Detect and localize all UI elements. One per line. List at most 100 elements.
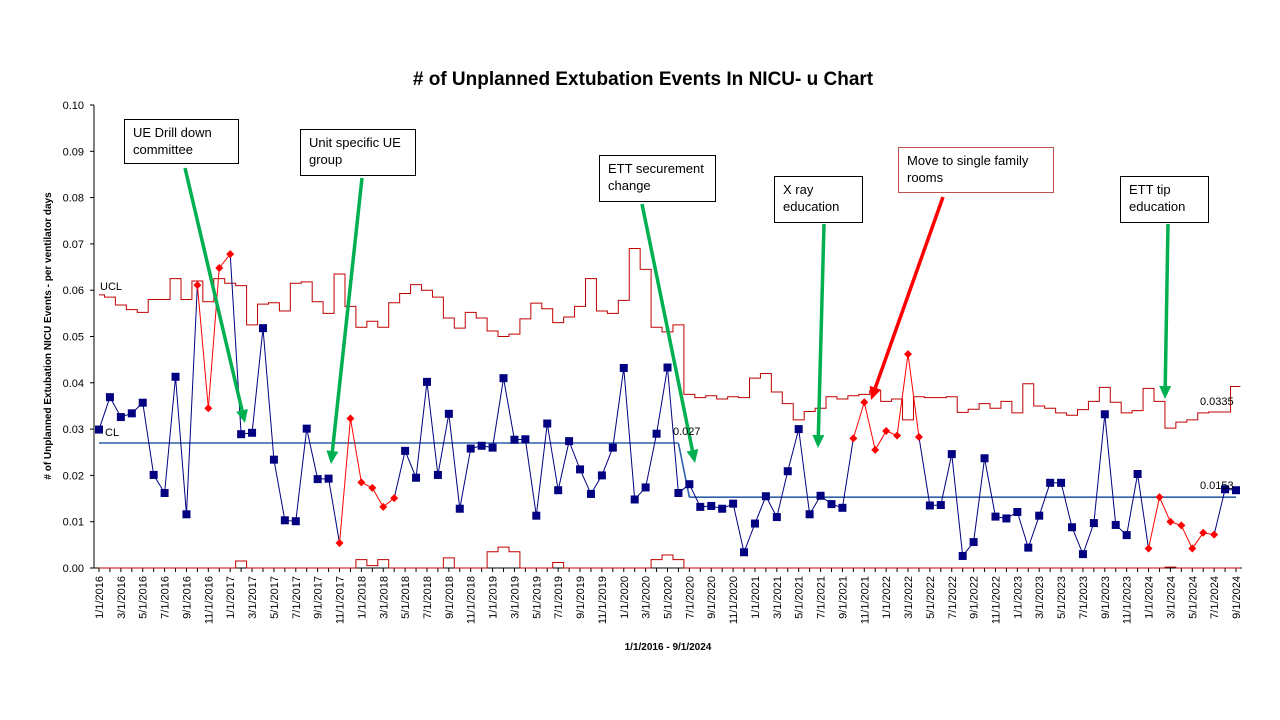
series-segment [645, 433, 658, 488]
data-point [685, 480, 694, 489]
data-point [1057, 478, 1066, 487]
x-tick-label: 9/1/2019 [575, 576, 587, 619]
data-point [991, 512, 1000, 521]
series-segment [371, 487, 384, 508]
series-segment [579, 469, 592, 495]
data-point [1232, 486, 1240, 495]
data-point [105, 393, 114, 402]
series-segment [1027, 515, 1040, 548]
series-segment [185, 285, 198, 515]
data-point [608, 443, 617, 452]
series-segment [667, 367, 679, 494]
series-segment [732, 503, 745, 553]
data-point [248, 428, 257, 437]
x-tick-label: 11/1/2017 [335, 576, 347, 624]
series-segment [415, 381, 428, 478]
data-point [980, 454, 989, 463]
x-tick-label: 7/1/2024 [1209, 576, 1221, 619]
data-point [805, 510, 814, 519]
data-point [597, 471, 606, 480]
data-point-signal [226, 250, 235, 259]
data-point [783, 467, 792, 476]
series-segment [841, 438, 854, 508]
x-tick-label: 5/1/2018 [400, 576, 412, 619]
x-tick-label: 3/1/2019 [509, 576, 521, 619]
series-segment [1104, 414, 1117, 525]
data-point-signal [849, 434, 858, 443]
x-tick-label: 1/1/2017 [225, 576, 237, 619]
annotation-xray-education: X ray education [774, 176, 863, 223]
data-point [925, 501, 934, 510]
y-tick-label: 0.02 [63, 470, 84, 482]
data-point-signal [871, 445, 880, 454]
series-segment [623, 367, 636, 500]
x-tick-label: 5/1/2016 [138, 576, 150, 619]
data-point [729, 499, 738, 508]
data-point [433, 470, 442, 479]
data-point [718, 504, 727, 513]
control-limits [99, 248, 1241, 569]
x-tick-label: 5/1/2022 [925, 576, 937, 619]
x-tick-label: 3/1/2016 [116, 576, 128, 619]
data-point [827, 500, 836, 509]
series-segment [874, 430, 887, 451]
series-segment [568, 440, 581, 470]
series-segment [273, 459, 286, 521]
data-point [958, 551, 967, 560]
x-tick-label: 5/1/2020 [663, 576, 675, 619]
data-point-signal [882, 426, 891, 435]
x-tick-label: 3/1/2018 [378, 576, 390, 619]
x-tick-label: 1/1/2022 [881, 576, 893, 619]
data-point [652, 429, 661, 438]
x-tick-label: 7/1/2020 [684, 576, 696, 619]
x-tick-label: 5/1/2023 [1056, 576, 1068, 619]
x-tick-label: 9/1/2020 [706, 576, 718, 619]
data-point-signal [368, 483, 377, 492]
data-point [444, 409, 453, 418]
x-tick-label: 3/1/2017 [247, 576, 259, 619]
series-segment [940, 453, 953, 506]
data-point [1089, 519, 1098, 528]
series-segment [863, 402, 876, 451]
data-point [1046, 478, 1055, 487]
data-point [455, 504, 464, 513]
series-segment [601, 447, 614, 476]
series-segment [546, 423, 559, 491]
annotation-arrow [1163, 223, 1170, 387]
data-point [740, 548, 749, 557]
series-segment [207, 267, 220, 409]
data-point [521, 435, 530, 444]
data-point [630, 495, 639, 504]
data-point-signal [204, 404, 213, 413]
series-segment [218, 253, 231, 269]
data-point [1111, 520, 1120, 529]
data-point [761, 492, 770, 501]
series-segment [743, 523, 756, 553]
x-tick-label: 7/1/2016 [160, 576, 172, 619]
series-segment [612, 367, 625, 448]
x-tick-label: 3/1/2022 [903, 576, 915, 619]
annotation-ett-tip-education: ETT tip education [1120, 176, 1209, 223]
x-tick-label: 7/1/2021 [816, 576, 828, 619]
data-point [401, 446, 410, 455]
data-point-signal [893, 431, 902, 440]
series-segment [1159, 496, 1171, 522]
series-segment [852, 402, 865, 439]
series-segment [426, 381, 439, 475]
series-segment [98, 396, 111, 430]
data-point [838, 503, 847, 512]
y-tick-label: 0.07 [63, 239, 84, 251]
x-tick-label: 5/1/2019 [531, 576, 543, 619]
series-segment [1060, 482, 1073, 528]
x-tick-label: 1/1/2020 [619, 576, 631, 619]
data-point [576, 465, 585, 474]
annotation-arrows [183, 167, 1172, 464]
cl-label: CL [105, 427, 119, 439]
annotation-ett-securement: ETT securement change [599, 155, 716, 202]
data-point [969, 538, 978, 547]
y-tick-label: 0.06 [63, 285, 84, 297]
data-point [674, 488, 683, 497]
data-point-signal [193, 281, 202, 290]
x-tick-label: 9/1/2022 [969, 576, 981, 619]
data-point [171, 372, 180, 381]
